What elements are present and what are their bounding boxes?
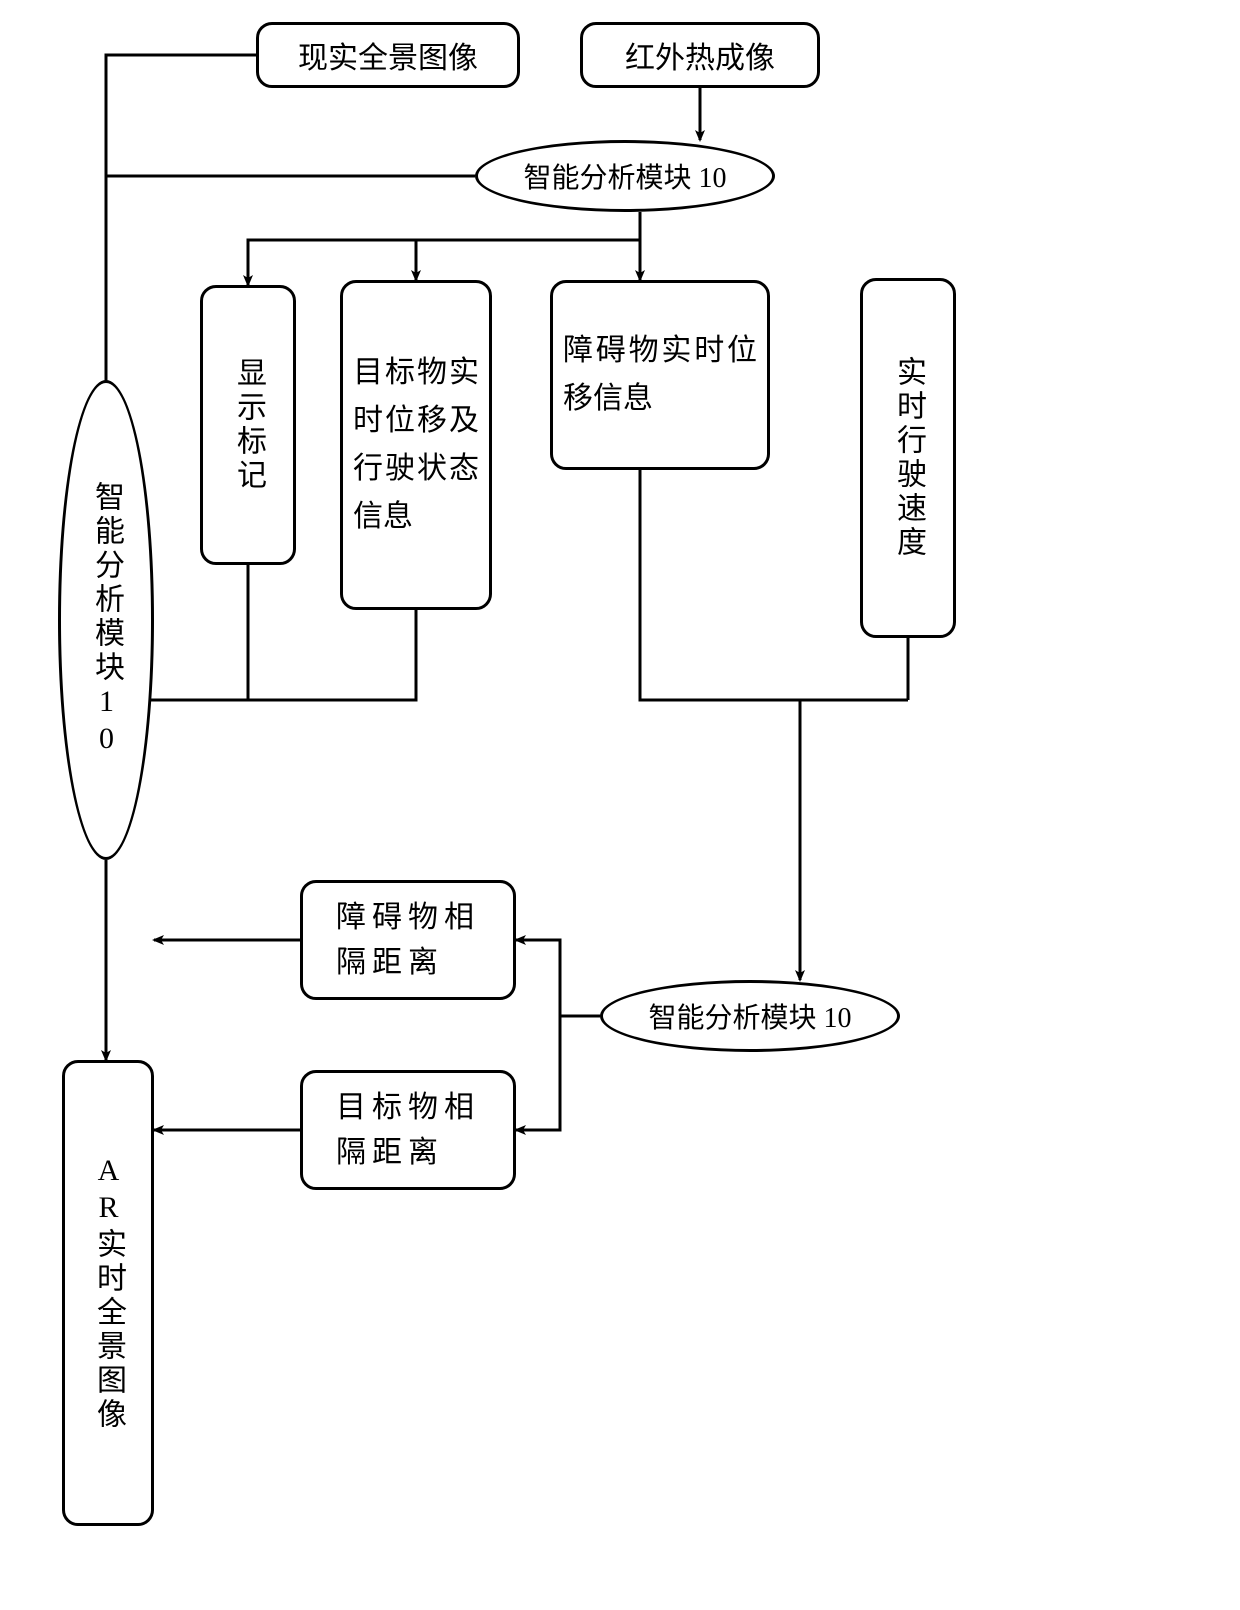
node-label: 障碍物相隔距离 bbox=[336, 895, 480, 985]
node-label: 障碍物实时位移信息 bbox=[563, 327, 757, 423]
node-analysis_left: 智能分析模块10 bbox=[58, 380, 154, 860]
node-infrared: 红外热成像 bbox=[580, 22, 820, 88]
edge-analysis_right_out2 bbox=[516, 1016, 560, 1130]
node-label-line: 隔距离 bbox=[336, 940, 480, 985]
node-analysis_top: 智能分析模块 10 bbox=[475, 140, 775, 212]
node-display_mark: 显示标记 bbox=[200, 285, 296, 565]
node-label: 现实全景图像 bbox=[298, 33, 478, 77]
node-ar_panorama: AR实时全景图像 bbox=[62, 1060, 154, 1526]
node-speed: 实时行驶速度 bbox=[860, 278, 956, 638]
node-label: 实时行驶速度 bbox=[886, 356, 930, 560]
edge-layer bbox=[0, 0, 1240, 1610]
node-label: 智能分析模块10 bbox=[84, 481, 128, 759]
node-analysis_right: 智能分析模块 10 bbox=[600, 980, 900, 1052]
node-obstacle_info: 障碍物实时位移信息 bbox=[550, 280, 770, 470]
node-label-line: 隔距离 bbox=[336, 1130, 480, 1175]
node-label: 智能分析模块 10 bbox=[523, 156, 726, 196]
node-target_info: 目标物实时位移及行驶状态信息 bbox=[340, 280, 492, 610]
edge-analysis_right_out bbox=[516, 940, 600, 1016]
node-target_dist: 目标物相隔距离 bbox=[300, 1070, 516, 1190]
node-label: AR实时全景图像 bbox=[86, 1154, 130, 1432]
node-label: 红外热成像 bbox=[625, 33, 775, 77]
node-label-line: 障碍物相 bbox=[336, 895, 480, 940]
node-label: 显示标记 bbox=[226, 357, 270, 493]
node-label: 智能分析模块 10 bbox=[648, 996, 851, 1036]
node-label: 目标物实时位移及行驶状态信息 bbox=[353, 349, 479, 541]
edge-analysis_top_branch bbox=[248, 240, 640, 285]
node-obstacle_dist: 障碍物相隔距离 bbox=[300, 880, 516, 1000]
node-label-line: 目标物相 bbox=[336, 1085, 480, 1130]
node-label: 目标物相隔距离 bbox=[336, 1085, 480, 1175]
node-reality_panorama: 现实全景图像 bbox=[256, 22, 520, 88]
